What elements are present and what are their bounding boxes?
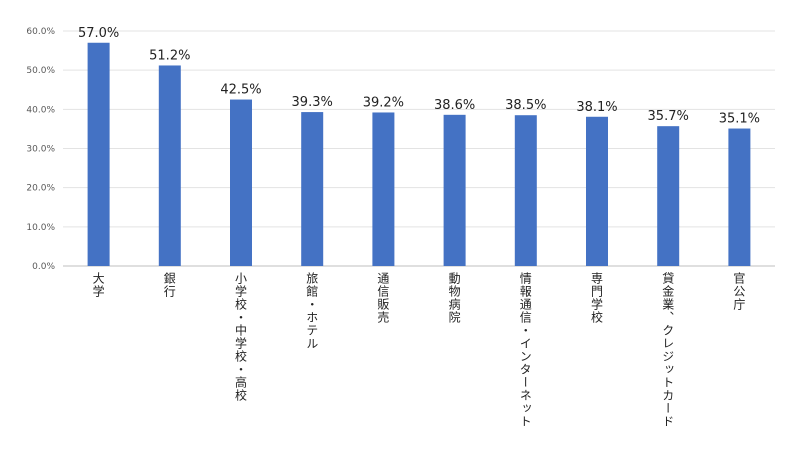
data-label: 38.6% bbox=[434, 98, 475, 113]
y-tick-label: 30.0% bbox=[26, 145, 55, 155]
bar bbox=[230, 99, 252, 267]
bar bbox=[514, 115, 537, 266]
bar bbox=[87, 42, 110, 266]
x-tick-label: 動物病院 bbox=[447, 272, 462, 324]
data-label: 39.3% bbox=[292, 95, 333, 110]
x-tick-label: 官公庁 bbox=[731, 272, 746, 311]
x-tick-label: 大学 bbox=[91, 272, 106, 298]
data-label: 38.5% bbox=[505, 98, 546, 113]
x-tick-label: 小学校・中学校・高校 bbox=[233, 272, 248, 402]
bar bbox=[158, 65, 181, 266]
data-label: 38.1% bbox=[576, 100, 617, 115]
data-label: 35.1% bbox=[719, 112, 760, 127]
x-tick-label: 情報通信・インターネット bbox=[518, 272, 533, 428]
y-tick-label: 10.0% bbox=[26, 223, 55, 233]
bar bbox=[586, 116, 608, 267]
y-tick-label: 20.0% bbox=[26, 184, 55, 194]
bar bbox=[657, 126, 680, 266]
y-tick-label: 50.0% bbox=[26, 66, 55, 76]
x-tick-label: 旅館・ホテル bbox=[304, 272, 319, 350]
bar bbox=[372, 112, 395, 266]
bar bbox=[301, 112, 324, 266]
x-tick-label: 銀行 bbox=[162, 272, 177, 298]
data-label: 42.5% bbox=[220, 83, 261, 98]
data-label: 51.2% bbox=[149, 48, 190, 63]
y-tick-label: 60.0% bbox=[26, 27, 55, 37]
x-tick-label: 通信販売 bbox=[375, 272, 390, 324]
x-tick-label: 専門学校 bbox=[589, 272, 604, 324]
bar bbox=[728, 128, 751, 266]
bar bbox=[443, 114, 466, 266]
data-label: 35.7% bbox=[648, 109, 689, 124]
y-tick-label: 40.0% bbox=[26, 105, 55, 115]
x-tick-label: 貸金業、クレジットカード bbox=[660, 272, 675, 428]
data-label: 39.2% bbox=[363, 95, 404, 110]
y-tick-label: 0.0% bbox=[32, 262, 55, 272]
data-label: 57.0% bbox=[78, 26, 119, 41]
